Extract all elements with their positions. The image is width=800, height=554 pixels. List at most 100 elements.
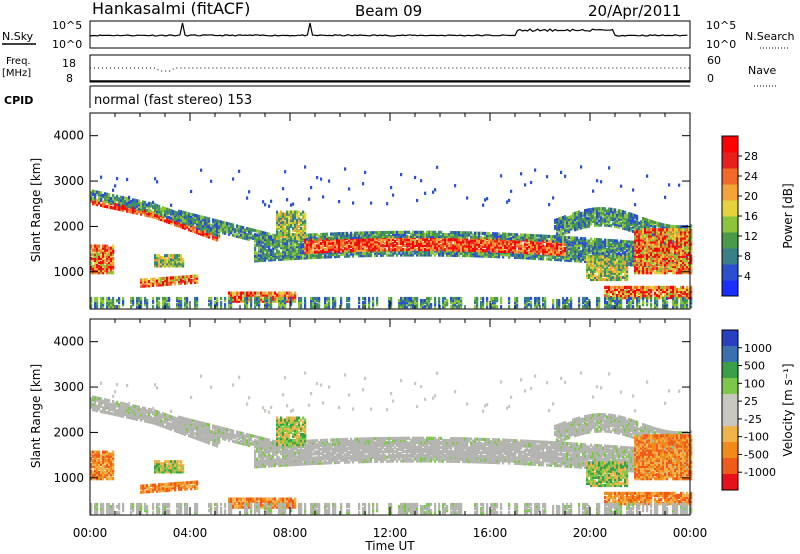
range-cell: [116, 177, 119, 181]
range-cell: [600, 211, 603, 215]
range-cell: [538, 238, 541, 242]
range-cell: [94, 195, 97, 199]
range-cell: [436, 237, 439, 241]
range-cell: [244, 303, 247, 307]
range-cell: [332, 299, 335, 303]
range-cell: [110, 267, 113, 271]
range-cell: [624, 267, 627, 271]
range-cell: [574, 238, 577, 242]
range-cell: [354, 246, 357, 250]
range-cell: [264, 236, 267, 240]
range-cell: [408, 303, 411, 307]
range-cell: [324, 301, 327, 305]
range-cell: [190, 189, 193, 194]
range-cell: [280, 301, 283, 305]
range-cell: [434, 234, 437, 239]
range-cell: [422, 247, 425, 252]
range-cell: [388, 230, 391, 235]
range-cell: [104, 254, 107, 258]
range-cell: [420, 305, 423, 309]
range-cell: [348, 235, 351, 240]
range-cell: [442, 305, 445, 309]
range-cell: [144, 211, 147, 215]
range-cell: [504, 253, 507, 257]
range-cell: [346, 249, 349, 253]
range-cell: [152, 277, 155, 281]
range-cell: [526, 233, 529, 237]
range-cell: [218, 232, 221, 236]
range-cell: [244, 236, 247, 240]
range-cell: [482, 203, 485, 207]
range-cell: [110, 260, 113, 265]
range-cell: [564, 217, 567, 221]
range-cell: [634, 269, 637, 273]
range-cell: [196, 296, 199, 301]
range-cell: [630, 261, 633, 265]
range-cell: [606, 240, 609, 244]
range-cell: [604, 209, 607, 213]
range-cell: [348, 247, 351, 251]
range-cell: [102, 305, 105, 309]
range-cell: [102, 244, 105, 248]
range-cell: [254, 303, 257, 307]
range-cell: [618, 277, 621, 282]
range-cell: [538, 254, 541, 259]
range-cell: [232, 223, 235, 227]
power-cells: [90, 165, 693, 309]
range-cell: [574, 224, 577, 228]
range-cell: [90, 301, 93, 305]
range-cell: [566, 249, 569, 253]
range-cell: [112, 244, 115, 248]
range-cell: [624, 275, 627, 279]
range-cell: [526, 256, 529, 260]
range-cell: [276, 230, 279, 235]
range-cell: [584, 217, 587, 221]
range-cell: [530, 235, 533, 240]
range-cell: [632, 244, 635, 248]
range-cell: [262, 200, 265, 204]
range-cell: [392, 246, 395, 250]
range-cell: [566, 218, 569, 222]
range-cell: [446, 303, 449, 307]
range-cell: [162, 216, 165, 220]
range-cell: [318, 242, 321, 246]
range-cell: [162, 260, 165, 264]
range-cell: [434, 248, 437, 252]
range-cell: [596, 303, 599, 307]
range-cell: [474, 296, 477, 301]
range-cell: [186, 211, 189, 215]
range-cell: [338, 245, 341, 249]
range-cell: [538, 241, 541, 245]
range-cell: [462, 253, 465, 258]
range-cell: [558, 223, 561, 227]
range-cell: [616, 299, 619, 303]
range-cell: [580, 212, 583, 216]
range-cell: [470, 235, 473, 239]
range-cell: [170, 260, 173, 264]
range-cell: [276, 237, 279, 241]
range-cell: [418, 234, 421, 238]
freq-top-tick: 18: [62, 57, 76, 70]
range-cell: [238, 299, 241, 303]
range-cell: [314, 296, 317, 301]
range-cell: [290, 243, 293, 247]
range-cell: [634, 254, 637, 258]
range-cell: [152, 200, 155, 204]
range-cell: [178, 219, 181, 223]
range-cell: [370, 235, 373, 239]
range-cell: [340, 232, 343, 236]
range-cell: [520, 233, 523, 237]
range-cell: [286, 245, 289, 249]
range-cell: [580, 238, 583, 243]
range-cell: [98, 271, 101, 275]
range-cell: [626, 249, 629, 253]
range-cell: [274, 242, 277, 246]
range-cell: [590, 277, 593, 282]
range-cell: [134, 209, 137, 213]
range-cell: [570, 219, 573, 223]
range-cell: [186, 303, 189, 307]
range-cell: [412, 305, 415, 309]
range-cell: [106, 264, 109, 269]
range-cell: [298, 249, 301, 253]
range-cell: [370, 251, 373, 255]
